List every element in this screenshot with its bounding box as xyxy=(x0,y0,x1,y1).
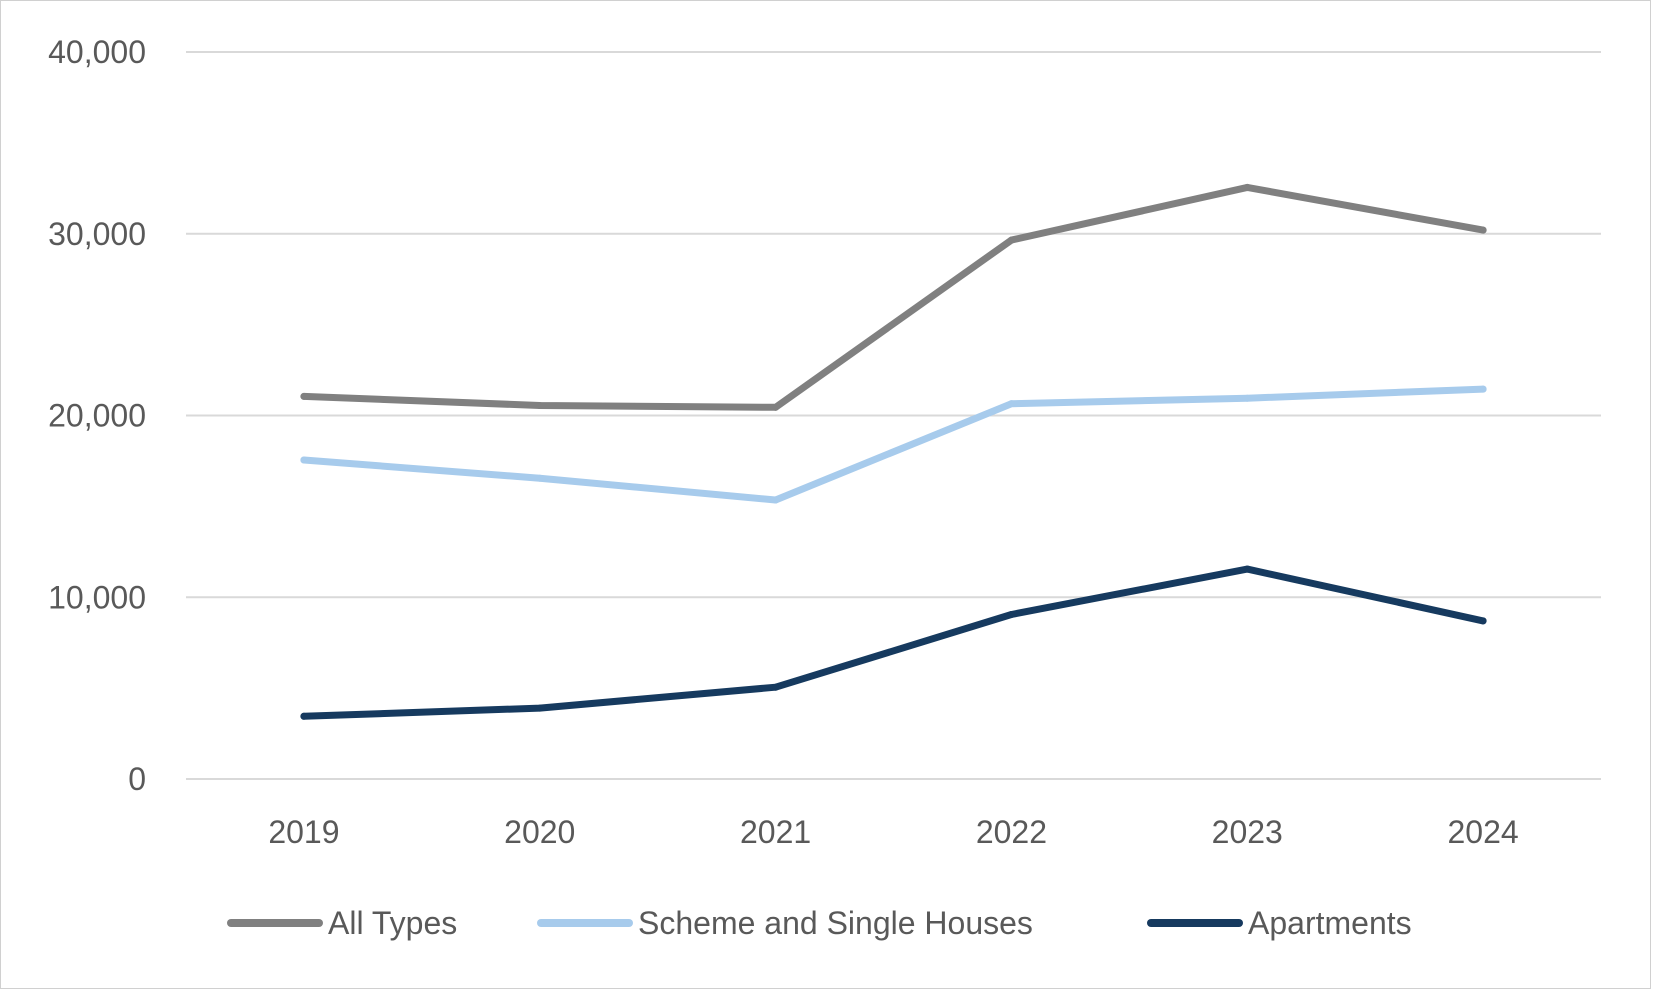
data-point xyxy=(772,496,780,504)
x-tick-label: 2023 xyxy=(1212,814,1283,850)
legend: All Types Scheme and Single Houses Apartme… xyxy=(227,905,1412,941)
x-tick-label: 2021 xyxy=(740,814,811,850)
data-point xyxy=(1243,394,1251,402)
data-point xyxy=(1479,226,1487,234)
data-point xyxy=(1007,236,1015,244)
series-line-all-types xyxy=(300,183,1487,411)
data-point xyxy=(300,712,308,720)
data-point xyxy=(1479,385,1487,393)
y-tick-label: 0 xyxy=(128,761,146,797)
data-point xyxy=(536,704,544,712)
y-tick-label: 20,000 xyxy=(48,398,146,434)
data-point xyxy=(536,474,544,482)
legend-label: Scheme and Single Houses xyxy=(638,905,1033,941)
series-lines xyxy=(300,183,1487,720)
y-tick-label: 30,000 xyxy=(48,216,146,252)
x-tick-label: 2020 xyxy=(504,814,575,850)
data-point xyxy=(1007,611,1015,619)
legend-label: All Types xyxy=(328,905,457,941)
x-tick-label: 2024 xyxy=(1447,814,1518,850)
series-line-apartments xyxy=(300,565,1487,720)
y-axis-tick-labels: 0 10,000 20,000 30,000 40,000 xyxy=(48,34,146,797)
data-point xyxy=(1243,565,1251,573)
y-tick-label: 10,000 xyxy=(48,579,146,615)
y-tick-label: 40,000 xyxy=(48,34,146,70)
data-point xyxy=(1479,617,1487,625)
x-tick-label: 2019 xyxy=(268,814,339,850)
series-line-scheme-and-single-houses xyxy=(300,385,1487,504)
gridlines xyxy=(186,51,1601,780)
data-point xyxy=(1007,400,1015,408)
data-point xyxy=(772,403,780,411)
x-axis-tick-labels: 2019 2020 2021 2022 2023 2024 xyxy=(268,814,1518,850)
legend-label: Apartments xyxy=(1248,905,1412,941)
data-point xyxy=(772,683,780,691)
data-point xyxy=(536,402,544,410)
data-point xyxy=(300,392,308,400)
x-tick-label: 2022 xyxy=(976,814,1047,850)
data-point xyxy=(300,456,308,464)
data-point xyxy=(1243,183,1251,191)
